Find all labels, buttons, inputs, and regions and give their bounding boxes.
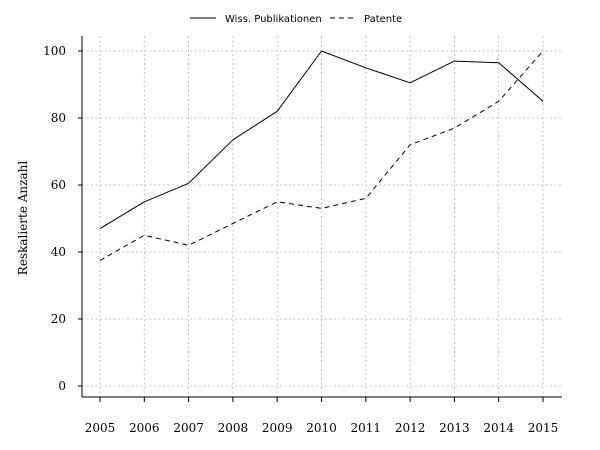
series [99, 50, 544, 261]
x-tick-label: 2015 [528, 421, 559, 435]
x-tick-label: 2006 [129, 421, 160, 435]
x-tick-label: 2013 [439, 421, 470, 435]
x-tick-label: 2008 [218, 421, 249, 435]
x-tick-label: 2009 [262, 421, 293, 435]
series-line-wiss-publikationen [99, 50, 544, 230]
x-tick-label: 2005 [85, 421, 116, 435]
x-tick-label: 2007 [173, 421, 204, 435]
y-axis-title: Reskalierte Anzahl [16, 161, 30, 276]
x-tick-label: 2010 [306, 421, 337, 435]
x-tick-label: 2014 [483, 421, 514, 435]
x-tick-label: 2012 [395, 421, 426, 435]
legend-label-wiss-publikationen: Wiss. Publikationen [225, 14, 322, 25]
grid [82, 36, 562, 397]
y-tick-label: 20 [51, 312, 66, 326]
axes: 0 20 40 60 80 100 2005 2006 2007 2008 2009 2010 2011… [43, 36, 562, 435]
y-tick-label: 0 [58, 379, 66, 393]
y-tick-label: 80 [51, 111, 66, 125]
y-tick-label: 60 [51, 178, 66, 192]
y-tick-label: 100 [43, 44, 66, 58]
chart-legend: Wiss. Publikationen Patente [190, 14, 402, 25]
y-tick-label: 40 [51, 245, 66, 259]
legend-label-patente: Patente [364, 14, 402, 25]
series-line-patente [99, 50, 544, 261]
x-tick-label: 2011 [351, 421, 382, 435]
